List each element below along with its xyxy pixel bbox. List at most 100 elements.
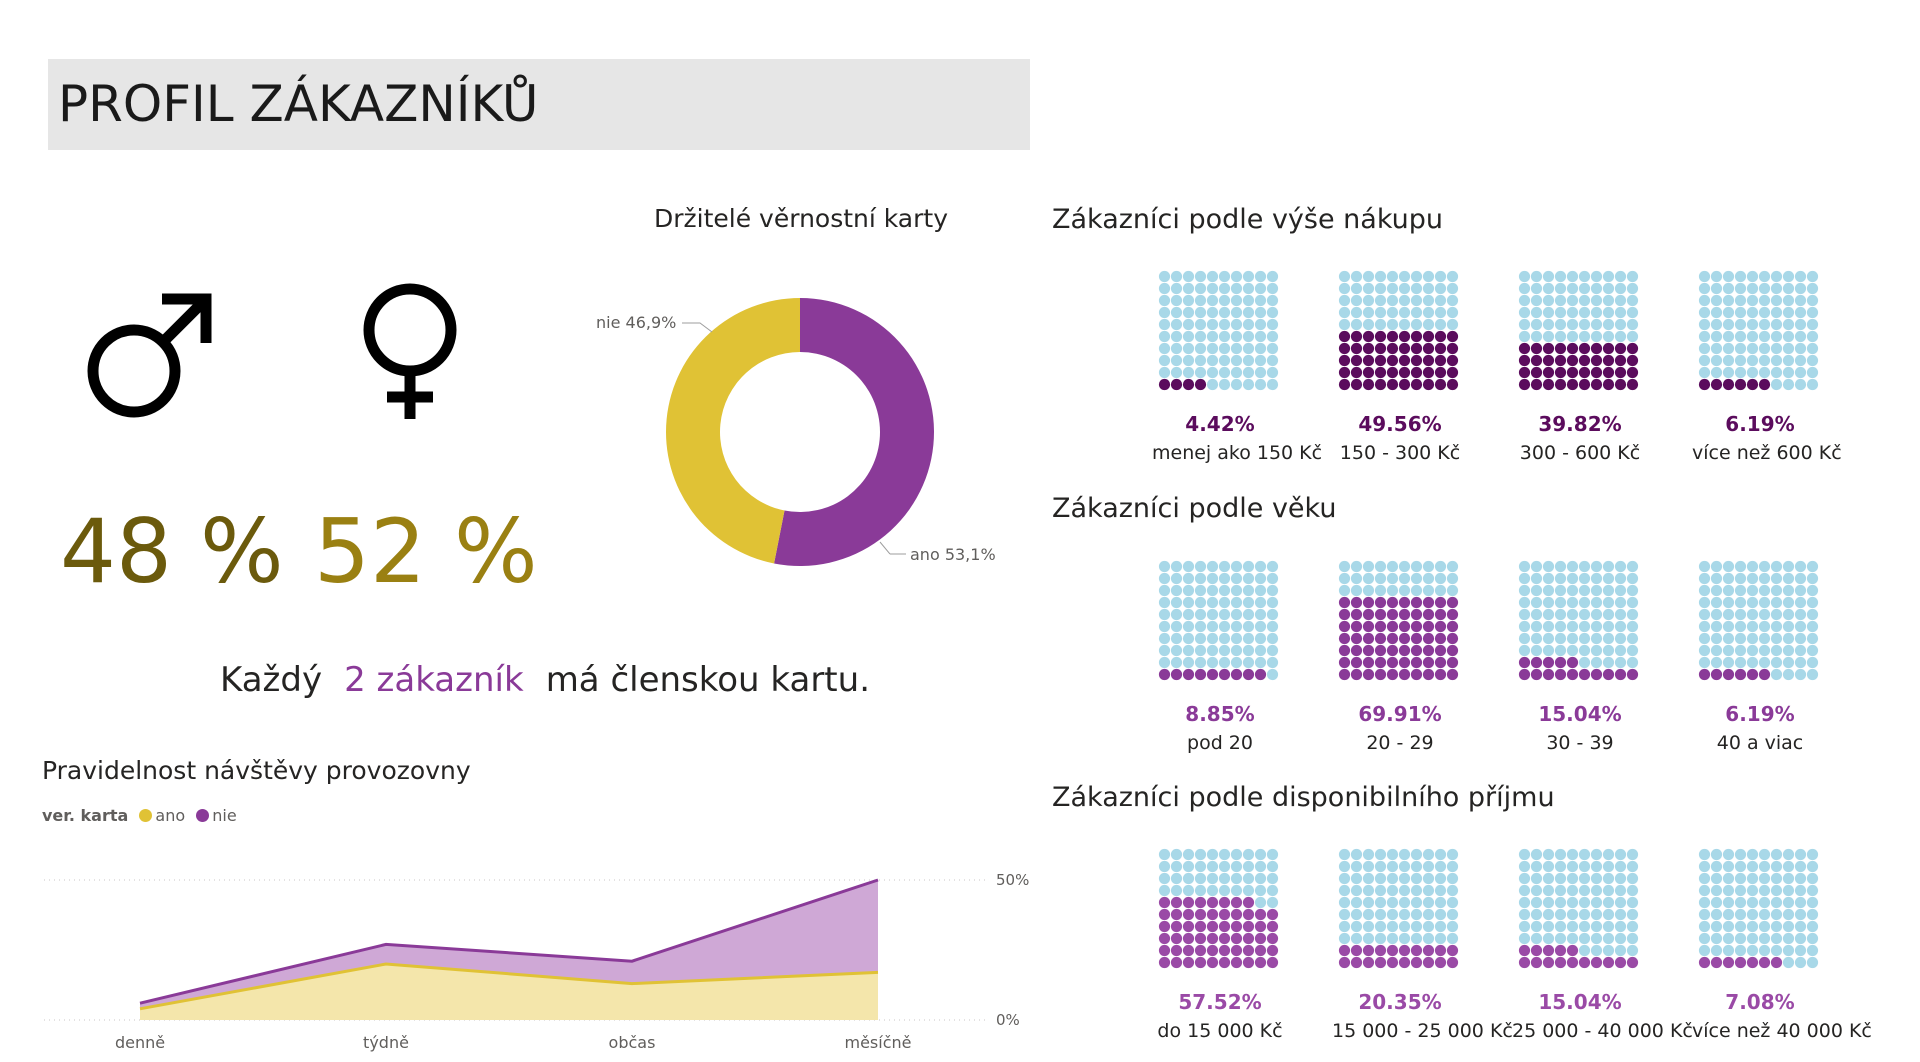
- waffle-dot: [1554, 632, 1567, 645]
- age-waffle-2[interactable]: 15.04% 30 - 39: [1512, 560, 1648, 754]
- waffle-dot: [1254, 318, 1267, 331]
- waffle-dot: [1254, 848, 1267, 861]
- waffle-dot: [1794, 584, 1807, 597]
- waffle-dot: [1734, 378, 1747, 391]
- waffle-dot: [1170, 572, 1183, 585]
- waffle-dot: [1410, 956, 1423, 969]
- waffle-dot: [1614, 330, 1627, 343]
- waffle-dot: [1566, 584, 1579, 597]
- waffle-dot: [1194, 378, 1207, 391]
- waffle-dot: [1266, 366, 1279, 379]
- waffle-dot: [1218, 644, 1231, 657]
- waffle-dot: [1410, 932, 1423, 945]
- age-waffle-3[interactable]: 6.19% 40 a viac: [1692, 560, 1828, 754]
- waffle-dot: [1518, 920, 1531, 933]
- card-sentence-prefix: Každý: [220, 660, 323, 700]
- waffle-dot: [1614, 896, 1627, 909]
- waffle-dot: [1266, 656, 1279, 669]
- waffle-dot: [1806, 560, 1819, 573]
- purchase-waffle-3[interactable]: 6.19% více než 600 Kč: [1692, 270, 1842, 464]
- waffle-dot: [1542, 860, 1555, 873]
- waffle-dot: [1698, 932, 1711, 945]
- waffle-dot: [1242, 932, 1255, 945]
- waffle-dot: [1566, 620, 1579, 633]
- waffle-dot: [1218, 560, 1231, 573]
- waffle-dot: [1266, 270, 1279, 283]
- waffle-dot: [1590, 584, 1603, 597]
- waffle-dot: [1758, 270, 1771, 283]
- donut-label-yes: ano 53,1%: [910, 545, 996, 564]
- waffle-dot: [1770, 378, 1783, 391]
- purchase-waffle-2[interactable]: 39.82% 300 - 600 Kč: [1512, 270, 1648, 464]
- waffle-dot: [1782, 294, 1795, 307]
- waffle-dot: [1734, 608, 1747, 621]
- visits-area-chart[interactable]: 50% 0% denně týdně občas měsíčně: [30, 850, 1030, 1062]
- waffle-dot: [1410, 330, 1423, 343]
- waffle-dot: [1446, 956, 1459, 969]
- waffle-dot: [1170, 294, 1183, 307]
- age-waffle-0[interactable]: 8.85% pod 20: [1152, 560, 1288, 754]
- waffle-dot: [1230, 644, 1243, 657]
- legend-item-no[interactable]: nie: [196, 806, 237, 825]
- waffle-dot: [1782, 270, 1795, 283]
- loyalty-donut-chart[interactable]: nie 46,9% ano 53,1%: [560, 280, 1010, 590]
- waffle-dot: [1602, 330, 1615, 343]
- donut-slice-nie[interactable]: [666, 298, 800, 564]
- income-waffle-3[interactable]: 7.08% více než 40 000 Kč: [1692, 848, 1872, 1042]
- waffle-dot: [1614, 644, 1627, 657]
- waffle-dot: [1194, 896, 1207, 909]
- waffle-dot: [1770, 644, 1783, 657]
- waffle-dot: [1218, 920, 1231, 933]
- waffle-dot: [1518, 608, 1531, 621]
- income-waffle-2[interactable]: 15.04% 25 000 - 40 000 Kč: [1512, 848, 1693, 1042]
- waffle-dot: [1542, 944, 1555, 957]
- waffle-label: více než 40 000 Kč: [1692, 1020, 1872, 1042]
- visits-legend: ver. karta ano nie: [42, 806, 243, 825]
- waffle-dot: [1722, 342, 1735, 355]
- waffle-dot: [1338, 306, 1351, 319]
- waffle-dot: [1590, 596, 1603, 609]
- waffle-dot: [1710, 932, 1723, 945]
- waffle-dot: [1266, 956, 1279, 969]
- waffle-dot: [1722, 596, 1735, 609]
- waffle-percentage: 4.42%: [1185, 412, 1255, 436]
- waffle-dot: [1710, 608, 1723, 621]
- waffle-dot: [1746, 608, 1759, 621]
- waffle-dot: [1518, 282, 1531, 295]
- donut-slice-ano[interactable]: [774, 298, 934, 566]
- waffle-dot: [1590, 872, 1603, 885]
- waffle-dot: [1578, 908, 1591, 921]
- female-percentage: 52 %: [314, 500, 538, 603]
- legend-item-yes[interactable]: ano: [139, 806, 185, 825]
- waffle-dot: [1554, 378, 1567, 391]
- waffle-dot: [1206, 656, 1219, 669]
- purchase-waffle-1[interactable]: 49.56% 150 - 300 Kč: [1332, 270, 1468, 464]
- waffle-dot: [1158, 656, 1171, 669]
- waffle-dot: [1554, 294, 1567, 307]
- waffle-dot: [1542, 884, 1555, 897]
- waffle-dot: [1734, 560, 1747, 573]
- waffle-dot: [1398, 318, 1411, 331]
- waffle-dot: [1734, 956, 1747, 969]
- waffle-dot: [1410, 860, 1423, 873]
- waffle-dot: [1350, 608, 1363, 621]
- waffle-dot: [1338, 294, 1351, 307]
- waffle-dot: [1206, 872, 1219, 885]
- waffle-dot: [1194, 366, 1207, 379]
- waffle-dot: [1782, 956, 1795, 969]
- waffle-dot: [1698, 908, 1711, 921]
- waffle-dot: [1242, 632, 1255, 645]
- waffle-dot: [1698, 306, 1711, 319]
- waffle-dot: [1734, 860, 1747, 873]
- purchase-waffle-0[interactable]: 4.42% menej ako 150 Kč: [1152, 270, 1322, 464]
- waffle-dot: [1626, 608, 1639, 621]
- age-waffle-1[interactable]: 69.91% 20 - 29: [1332, 560, 1468, 754]
- waffle-dot: [1158, 282, 1171, 295]
- waffle-dot: [1410, 668, 1423, 681]
- income-waffle-1[interactable]: 20.35% 15 000 - 25 000 Kč: [1332, 848, 1513, 1042]
- income-waffle-0[interactable]: 57.52% do 15 000 Kč: [1152, 848, 1288, 1042]
- waffle-dot: [1374, 596, 1387, 609]
- waffle-dot: [1386, 860, 1399, 873]
- waffle-dot: [1206, 644, 1219, 657]
- waffle-dot: [1590, 560, 1603, 573]
